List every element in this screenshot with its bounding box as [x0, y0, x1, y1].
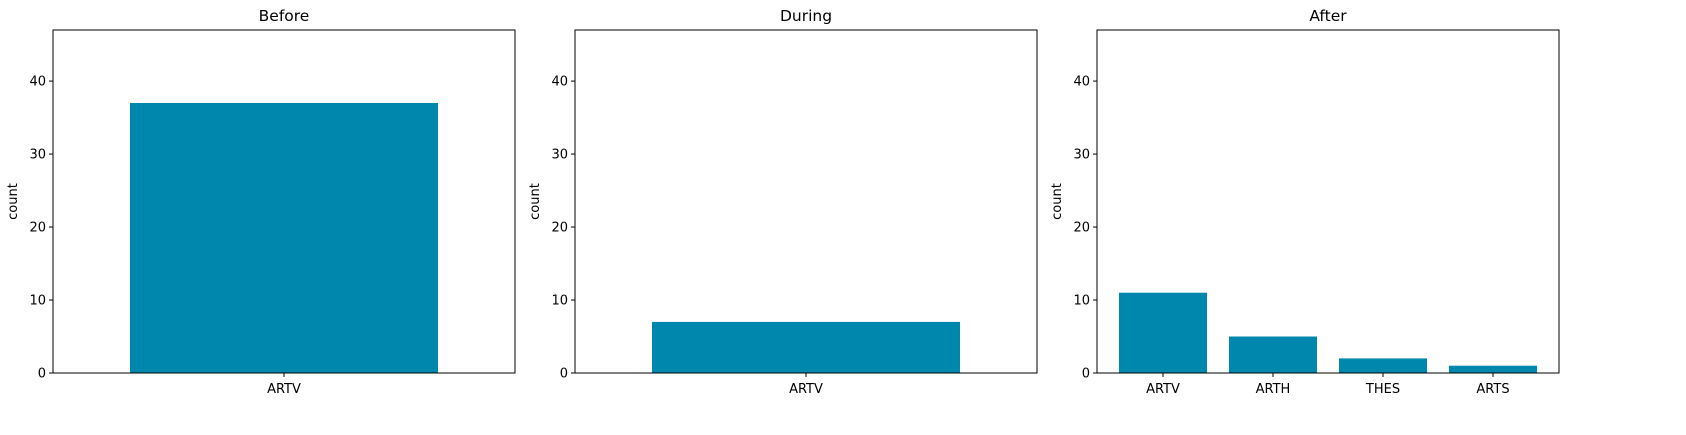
- y-tick-label: 30: [29, 148, 46, 163]
- y-tick-label: 40: [551, 75, 568, 90]
- y-tick-label: 20: [551, 221, 568, 236]
- y-tick-label: 20: [1073, 221, 1090, 236]
- bar-thes: [1339, 358, 1427, 373]
- y-tick-label: 40: [1073, 75, 1090, 90]
- x-tick-label: ARTV: [789, 382, 823, 397]
- bar-artv: [652, 321, 960, 373]
- y-tick-label: 0: [1082, 367, 1090, 382]
- y-tick-label: 30: [1073, 148, 1090, 163]
- y-axis-label: count: [6, 183, 21, 220]
- x-tick-label: ARTV: [1146, 382, 1180, 397]
- y-tick-label: 10: [551, 294, 568, 309]
- bar-arth: [1229, 336, 1317, 373]
- y-tick-label: 20: [29, 221, 46, 236]
- bar-arts: [1449, 365, 1537, 373]
- subplot-during: 0 10 20 30 40 ARTV During count: [528, 7, 1038, 397]
- axes-frame: [1096, 29, 1560, 374]
- chart-title: After: [1309, 7, 1347, 25]
- bar-artv: [130, 102, 438, 373]
- x-tick-label: ARTV: [267, 382, 301, 397]
- x-tick-label: THES: [1365, 382, 1400, 397]
- y-tick-label: 10: [29, 294, 46, 309]
- y-tick-label: 30: [551, 148, 568, 163]
- x-tick-label: ARTS: [1476, 382, 1509, 397]
- chart-title: Before: [259, 7, 310, 25]
- chart-title: During: [780, 7, 832, 25]
- bar-artv: [1119, 292, 1207, 373]
- x-tick-label: ARTH: [1256, 382, 1291, 397]
- y-tick-label: 0: [38, 367, 46, 382]
- axes-frame: [574, 29, 1038, 374]
- subplot-before: 0 10 20 30 40 ARTV Before count: [6, 7, 516, 397]
- subplot-after: 0 10 20 30 40 ARTV ARTH THES ARTS After count: [1050, 7, 1560, 397]
- y-tick-label: 40: [29, 75, 46, 90]
- y-tick-label: 0: [560, 367, 568, 382]
- y-tick-label: 10: [1073, 294, 1090, 309]
- y-axis-label: count: [1050, 183, 1065, 220]
- y-axis-label: count: [528, 183, 543, 220]
